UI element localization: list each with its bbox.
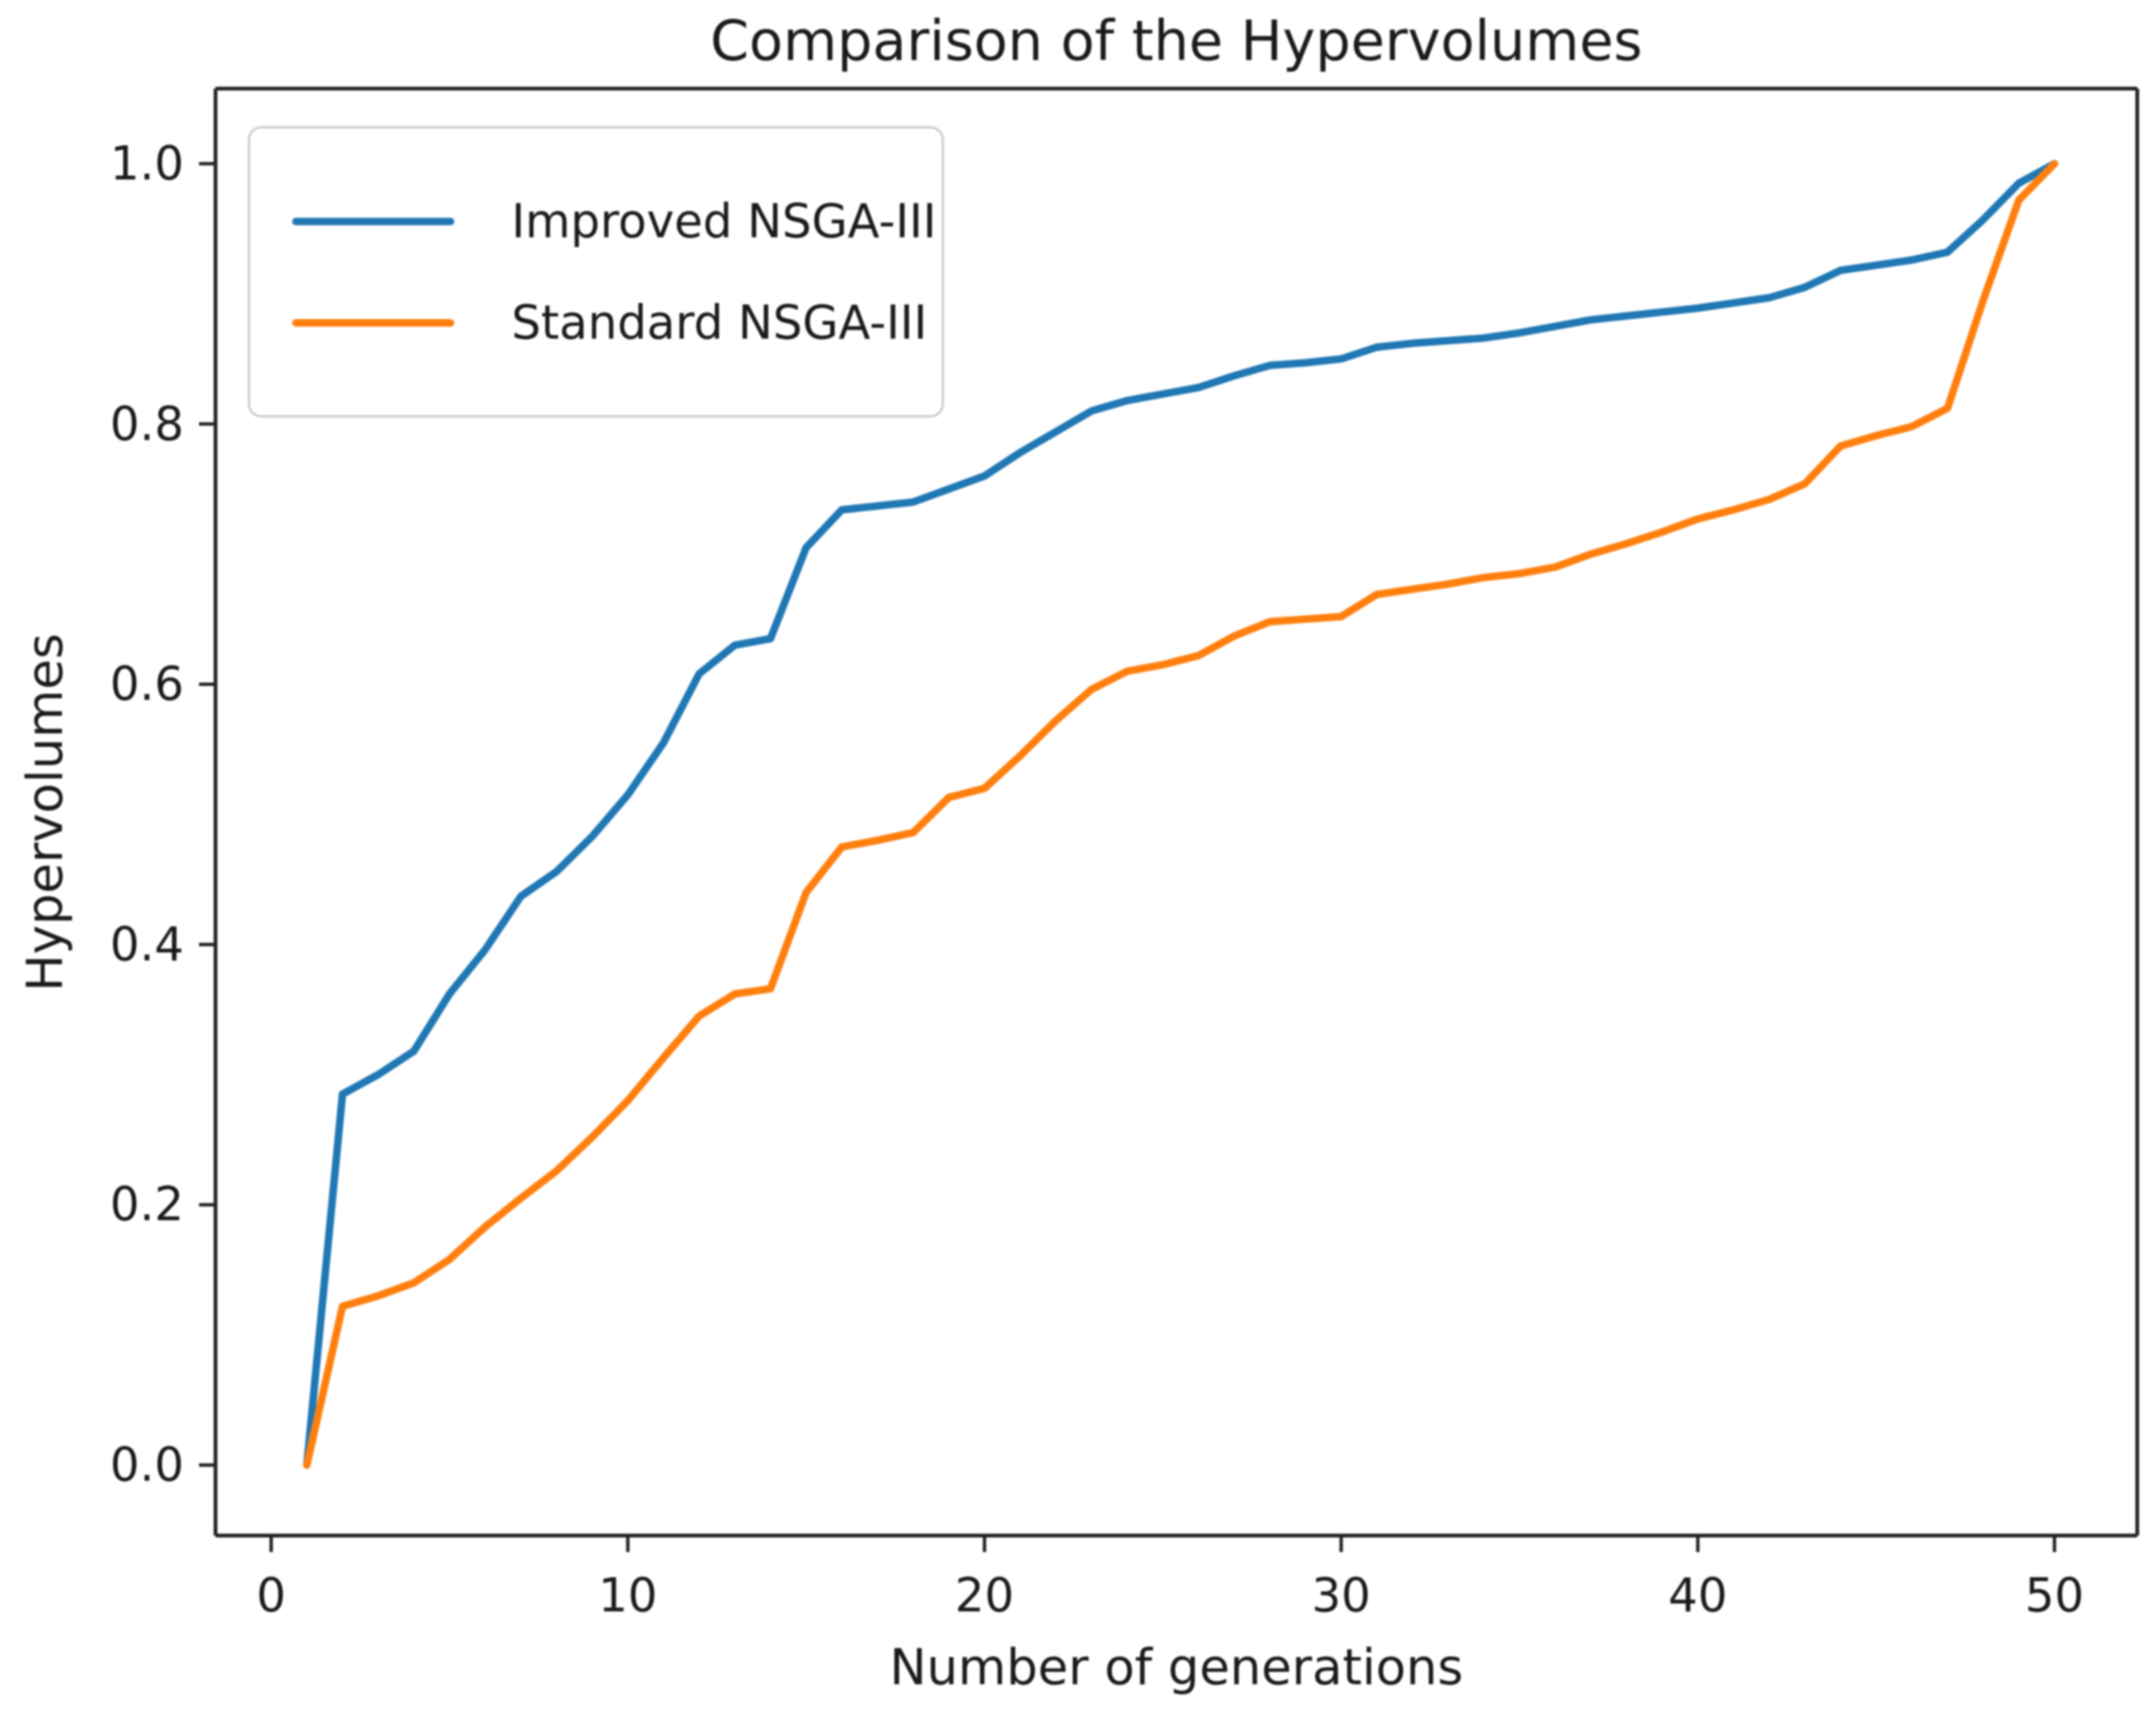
x-tick-label: 30 xyxy=(1311,1568,1371,1623)
y-tick-label: 0.2 xyxy=(110,1177,184,1232)
y-tick-label: 0.6 xyxy=(110,656,184,712)
y-tick-label: 0.4 xyxy=(110,916,184,972)
x-tick-label: 40 xyxy=(1668,1568,1728,1623)
y-tick-label: 1.0 xyxy=(110,135,184,191)
y-axis-label: Hypervolumes xyxy=(16,633,74,992)
y-tick-label: 0.8 xyxy=(110,396,184,451)
y-tick-label: 0.0 xyxy=(110,1437,184,1493)
legend-label: Improved NSGA-III xyxy=(511,194,937,249)
series-line-standard-nsga-iii xyxy=(303,159,2058,1469)
legend: Improved NSGA-III Standard NSGA-III xyxy=(248,126,944,417)
chart-title: Comparison of the Hypervolumes xyxy=(710,9,1643,74)
x-tick-label: 10 xyxy=(598,1568,658,1623)
legend-entry: Improved NSGA-III xyxy=(292,194,942,249)
legend-entry: Standard NSGA-III xyxy=(292,295,942,350)
series-line-improved-nsga-iii xyxy=(303,159,2058,1469)
legend-label: Standard NSGA-III xyxy=(511,295,927,350)
legend-line-swatch xyxy=(292,217,454,225)
x-tick-label: 0 xyxy=(256,1568,286,1623)
x-tick-label: 50 xyxy=(2025,1568,2085,1623)
x-axis-label: Number of generations xyxy=(889,1638,1464,1696)
x-tick-label: 20 xyxy=(954,1568,1015,1623)
legend-line-swatch xyxy=(292,318,454,327)
